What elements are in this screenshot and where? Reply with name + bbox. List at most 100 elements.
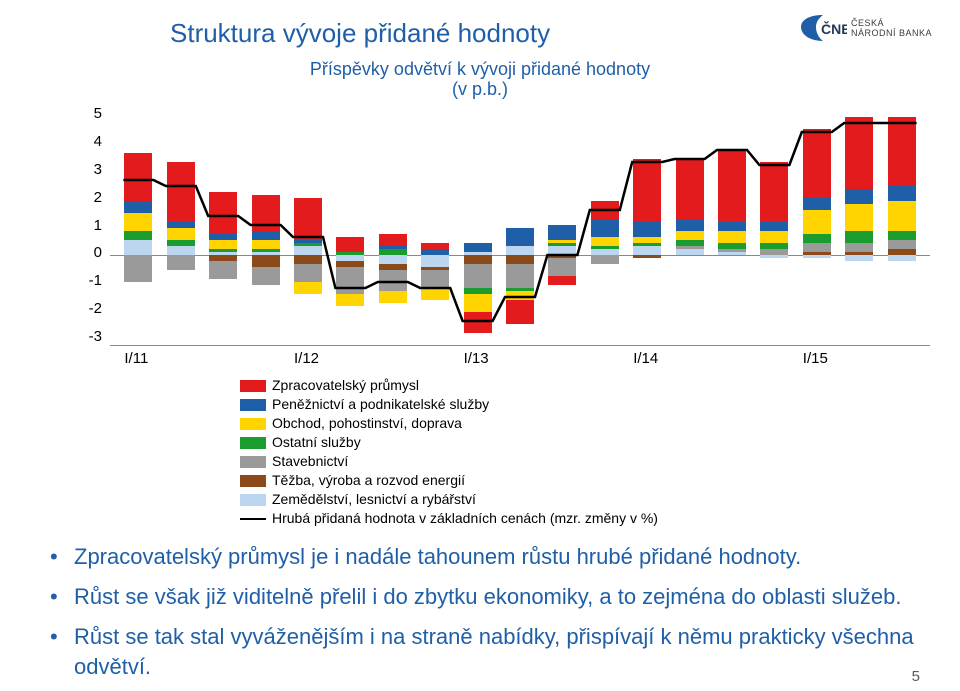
- bar-seg-other_serv: [591, 246, 619, 249]
- legend-swatch: [240, 399, 266, 411]
- bar-seg-manuf: [336, 237, 364, 252]
- bar-seg-finance: [252, 231, 280, 240]
- bar-seg-manuf: [591, 201, 619, 219]
- bar-seg-mining: [803, 252, 831, 255]
- cnb-logo: ČNB ČESKÁ NÁRODNÍ BANKA: [799, 14, 932, 42]
- bar-seg-constr: [421, 270, 449, 288]
- bar-seg-other_serv: [124, 231, 152, 240]
- legend-swatch: [240, 494, 266, 506]
- bar-seg-mining: [633, 255, 661, 258]
- cnb-logo-icon: ČNB: [799, 14, 847, 42]
- bar-seg-trade: [760, 231, 788, 243]
- y-tick: -3: [80, 328, 102, 345]
- legend-item-agri: Zemědělství, lesnictví a rybářství: [240, 490, 920, 509]
- legend-label: Hrubá přidaná hodnota v základních cenác…: [272, 509, 658, 528]
- bar-group: [379, 105, 407, 345]
- bar-seg-manuf: [252, 195, 280, 231]
- bar-seg-finance: [209, 234, 237, 240]
- bar-seg-trade: [209, 240, 237, 249]
- bar-seg-other_serv: [252, 249, 280, 252]
- bar-seg-mining: [252, 255, 280, 267]
- legend-label: Obchod, pohostinství, doprava: [272, 414, 462, 433]
- bar-seg-finance: [464, 243, 492, 252]
- legend-item-trade: Obchod, pohostinství, doprava: [240, 414, 920, 433]
- bar-seg-manuf: [633, 159, 661, 222]
- bar-group: [252, 105, 280, 345]
- bar-seg-manuf: [124, 153, 152, 201]
- legend-label: Zpracovatelský průmysl: [272, 376, 419, 395]
- bar-seg-finance: [124, 201, 152, 213]
- bar-seg-trade: [252, 240, 280, 249]
- bullet-list: Zpracovatelský průmysl je i nadále tahou…: [40, 542, 920, 682]
- y-tick: 0: [80, 244, 102, 261]
- legend: Zpracovatelský průmyslPeněžnictví a podn…: [240, 376, 920, 528]
- y-tick: 2: [80, 189, 102, 206]
- bar-group: [718, 105, 746, 345]
- bar-seg-constr: [336, 267, 364, 294]
- x-tick: I/11: [124, 350, 148, 367]
- bar-seg-trade: [506, 291, 534, 300]
- legend-swatch: [240, 380, 266, 392]
- bar-seg-other_serv: [803, 234, 831, 243]
- bar-seg-other_serv: [548, 243, 576, 246]
- bar-seg-trade: [294, 282, 322, 294]
- bar-seg-constr: [760, 249, 788, 255]
- bar-seg-mining: [464, 255, 492, 264]
- y-tick: -2: [80, 300, 102, 317]
- x-tick: I/13: [464, 350, 489, 367]
- bar-seg-manuf: [548, 276, 576, 285]
- bar-seg-agri: [506, 246, 534, 255]
- x-tick: I/15: [803, 350, 828, 367]
- bar-seg-agri: [845, 255, 873, 261]
- bar-seg-trade: [124, 213, 152, 231]
- x-tick: I/12: [294, 350, 319, 367]
- bar-seg-trade: [379, 291, 407, 303]
- bar-seg-constr: [124, 255, 152, 282]
- bar-seg-constr: [676, 246, 704, 249]
- bar-seg-trade: [421, 288, 449, 300]
- bar-seg-finance: [591, 219, 619, 237]
- bar-group: [464, 105, 492, 345]
- chart: 543210-1-2-3 I/11I/12I/13I/14I/15: [110, 105, 930, 370]
- legend-swatch: [240, 418, 266, 430]
- bar-seg-manuf: [167, 162, 195, 222]
- bar-group: [506, 105, 534, 345]
- chart-title-l1: Příspěvky odvětví k vývoji přidané hodno…: [310, 59, 650, 79]
- legend-label: Ostatní služby: [272, 433, 361, 452]
- legend-swatch: [240, 518, 266, 520]
- chart-title: Příspěvky odvětví k vývoji přidané hodno…: [40, 59, 920, 99]
- bar-seg-trade: [548, 240, 576, 243]
- bar-seg-constr: [591, 255, 619, 264]
- bar-seg-finance: [506, 228, 534, 246]
- bar-seg-trade: [845, 204, 873, 231]
- bar-seg-agri: [633, 246, 661, 255]
- bar-seg-finance: [845, 189, 873, 204]
- bar-group: [548, 105, 576, 345]
- logo-text: ČESKÁ NÁRODNÍ BANKA: [851, 18, 932, 38]
- bar-seg-other_serv: [294, 243, 322, 246]
- bar-seg-finance: [676, 219, 704, 231]
- chart-plot: [110, 105, 930, 346]
- bar-seg-constr: [506, 264, 534, 288]
- bullet-item: Zpracovatelský průmysl je i nadále tahou…: [40, 542, 920, 572]
- bar-seg-finance: [379, 246, 407, 249]
- bar-seg-constr: [294, 264, 322, 282]
- bar-group: [124, 105, 152, 345]
- bar-seg-agri: [676, 249, 704, 255]
- legend-label: Zemědělství, lesnictví a rybářství: [272, 490, 476, 509]
- bar-seg-manuf: [379, 234, 407, 246]
- bar-seg-manuf: [464, 312, 492, 333]
- legend-item-mining: Těžba, výroba a rozvod energií: [240, 471, 920, 490]
- bar-seg-finance: [421, 249, 449, 255]
- bar-seg-agri: [718, 252, 746, 255]
- bar-seg-constr: [803, 243, 831, 252]
- legend-label: Stavebnictví: [272, 452, 348, 471]
- bar-seg-constr: [209, 261, 237, 279]
- bar-seg-mining: [294, 255, 322, 264]
- bar-seg-manuf: [294, 198, 322, 240]
- bar-seg-agri: [421, 255, 449, 267]
- x-axis: I/11I/12I/13I/14I/15: [110, 350, 930, 370]
- bar-seg-constr: [548, 258, 576, 276]
- bar-seg-constr: [167, 255, 195, 270]
- bar-group: [591, 105, 619, 345]
